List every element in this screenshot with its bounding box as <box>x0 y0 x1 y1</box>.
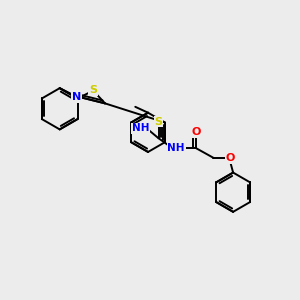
Text: O: O <box>191 127 200 137</box>
Text: O: O <box>226 153 235 163</box>
Text: NH: NH <box>167 143 185 153</box>
Text: S: S <box>89 85 97 94</box>
Text: N: N <box>72 92 81 102</box>
Text: NH: NH <box>132 123 150 134</box>
Text: S: S <box>154 116 163 127</box>
